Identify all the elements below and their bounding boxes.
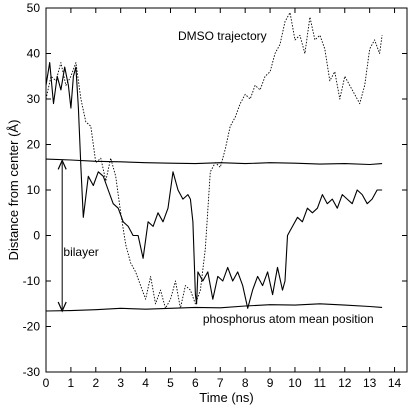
y-tick-label: 10 bbox=[27, 183, 41, 197]
x-tick-label: 9 bbox=[267, 376, 274, 390]
x-tick-label: 11 bbox=[314, 376, 327, 390]
plot-area bbox=[45, 7, 408, 373]
series-line-1 bbox=[45, 12, 383, 309]
x-tick-label: 14 bbox=[388, 376, 402, 390]
x-tick-label: 3 bbox=[117, 376, 124, 390]
bilayer-arrow-head-top bbox=[57, 158, 67, 170]
x-axis-ticks: 0 1 2 3 4 5 6 7 8 9 10 11 12 13 14 bbox=[43, 8, 402, 390]
annotation-bilayer: bilayer bbox=[63, 245, 98, 259]
x-tick-label: 13 bbox=[363, 376, 377, 390]
annotation-layer: DMSO trajectory bilayer phosphorus atom … bbox=[63, 29, 373, 326]
y-tick-label: 0 bbox=[33, 229, 40, 243]
x-axis-title: Time (ns) bbox=[199, 390, 253, 405]
series-layer bbox=[45, 12, 383, 312]
y-tick-label: 20 bbox=[27, 138, 41, 152]
x-tick-label: 8 bbox=[242, 376, 249, 390]
series-line-2 bbox=[45, 158, 383, 166]
y-tick-label: 50 bbox=[27, 1, 41, 15]
y-axis-title: Distance from center (Å) bbox=[6, 120, 21, 261]
annotation-phosphorus-mean: phosphorus atom mean position bbox=[203, 312, 374, 326]
series-line-3 bbox=[45, 303, 383, 312]
y-tick-label: -30 bbox=[23, 365, 41, 379]
y-tick-label: -10 bbox=[23, 274, 41, 288]
reference-layer bbox=[57, 158, 67, 313]
x-tick-label: 0 bbox=[43, 376, 50, 390]
x-tick-label: 12 bbox=[338, 376, 352, 390]
y-tick-label: 40 bbox=[27, 47, 41, 61]
y-tick-label: -20 bbox=[23, 320, 41, 334]
x-tick-label: 2 bbox=[92, 376, 99, 390]
x-tick-label: 6 bbox=[192, 376, 199, 390]
x-tick-label: 7 bbox=[217, 376, 224, 390]
x-tick-label: 4 bbox=[142, 376, 149, 390]
annotation-dmso-trajectory: DMSO trajectory bbox=[178, 29, 267, 43]
x-tick-label: 1 bbox=[68, 376, 75, 390]
y-axis-ticks: -30 -20 -10 0 10 20 30 40 50 bbox=[23, 1, 407, 379]
x-tick-label: 10 bbox=[288, 376, 302, 390]
bilayer-arrow-head-bottom bbox=[57, 301, 67, 313]
series-line-0 bbox=[45, 62, 383, 309]
x-tick-label: 5 bbox=[167, 376, 174, 390]
y-tick-label: 30 bbox=[27, 92, 41, 106]
